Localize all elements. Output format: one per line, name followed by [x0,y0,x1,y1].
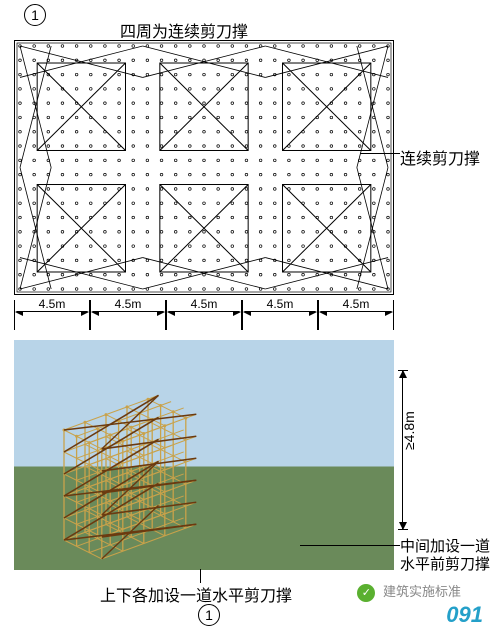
watermark: ✓ 建筑实施标准 [357,581,461,602]
dimension-segment: 4.5m [166,300,242,330]
dimension-segment: 4.5m [242,300,318,330]
dimension-row: 4.5m4.5m4.5m4.5m4.5m [14,300,394,330]
watermark-text: 建筑实施标准 [383,584,461,599]
dimension-segment: 4.5m [14,300,90,330]
page-number: 091 [446,602,483,628]
isometric-scaffold-svg [14,340,394,570]
label-top-bottom-braces: 上下各加设一道水平剪刀撑 [100,582,292,606]
height-dim-text: ≥4.8m [401,411,417,450]
leader-line-middle [300,545,400,546]
leader-line-right-top [360,153,400,154]
wechat-icon: ✓ [357,584,375,602]
plan-view-diagram [14,40,394,295]
isometric-scaffold-view [14,340,394,570]
figure-number-bottom-text: 1 [205,607,213,623]
figure-number-bottom: 1 [198,604,220,626]
height-dimension: ≥4.8m [402,370,403,530]
height-dim-arrow-top [399,370,407,378]
dimension-segment: 4.5m [90,300,166,330]
label-continuous-brace: 连续剪刀撑 [400,145,480,169]
height-dim-arrow-bottom [399,522,407,530]
label-middle-horizontal-brace: 中间加设一道水平前剪刀撑 [400,538,490,574]
dimension-segment: 4.5m [318,300,394,330]
figure-number-top: 1 [24,4,46,26]
label-perimeter-braces: 四周为连续剪刀撑 [120,18,248,42]
leader-line-bottom [200,569,201,583]
figure-number-top-text: 1 [31,7,39,23]
